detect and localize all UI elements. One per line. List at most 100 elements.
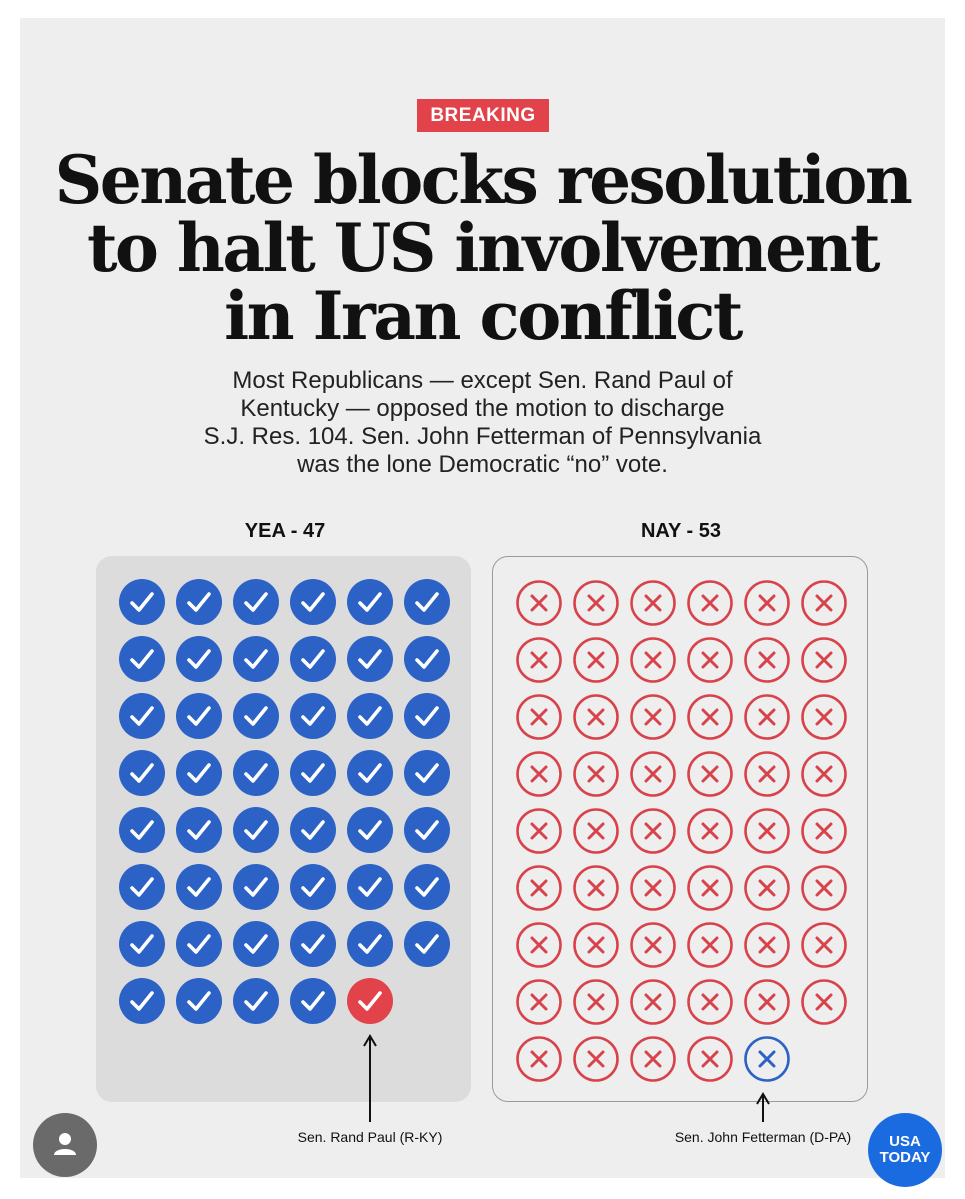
nay-vote (801, 580, 847, 626)
nay-vote (573, 922, 619, 968)
nay-vote (630, 808, 676, 854)
nay-vote (744, 808, 790, 854)
yea-vote (290, 579, 336, 625)
rand-paul-annotation: Sen. Rand Paul (R-KY) (297, 1129, 443, 1145)
profile-button[interactable] (33, 1113, 97, 1177)
yea-vote (176, 864, 222, 910)
yea-vote (347, 864, 393, 910)
yea-vote (176, 579, 222, 625)
nay-vote (801, 751, 847, 797)
yea-vote (119, 864, 165, 910)
nay-vote (630, 694, 676, 740)
yea-vote (404, 636, 450, 682)
yea-vote (233, 978, 279, 1024)
summary-line: Kentucky — opposed the motion to dischar… (240, 395, 725, 422)
yea-label: YEA - 47 (244, 520, 326, 542)
yea-vote (290, 807, 336, 853)
yea-vote (290, 693, 336, 739)
nay-vote (687, 694, 733, 740)
yea-vote (290, 636, 336, 682)
yea-vote (404, 579, 450, 625)
yea-vote (233, 636, 279, 682)
yea-vote (404, 693, 450, 739)
fetterman-arrow (756, 1092, 770, 1122)
yea-vote (119, 978, 165, 1024)
yea-vote (404, 864, 450, 910)
nay-vote-fetterman (744, 1036, 790, 1082)
nay-vote (744, 637, 790, 683)
nay-vote (573, 694, 619, 740)
nay-vote (573, 865, 619, 911)
nay-vote (630, 751, 676, 797)
yea-vote (233, 579, 279, 625)
nay-vote (630, 922, 676, 968)
nay-vote (516, 979, 562, 1025)
nay-vote (801, 922, 847, 968)
nay-vote (744, 865, 790, 911)
nay-vote (573, 751, 619, 797)
yea-vote (176, 636, 222, 682)
nay-vote (630, 580, 676, 626)
summary-line: Most Republicans — except Sen. Rand Paul… (232, 367, 733, 394)
nay-vote (516, 1036, 562, 1082)
yea-vote (290, 921, 336, 967)
yea-vote (233, 921, 279, 967)
summary-line: S.J. Res. 104. Sen. John Fetterman of Pe… (203, 423, 762, 450)
headline-line: Senate blocks resolution (54, 141, 913, 219)
nay-vote (630, 1036, 676, 1082)
nay-vote (744, 922, 790, 968)
yea-vote (119, 579, 165, 625)
nay-vote (801, 979, 847, 1025)
nay-panel (492, 556, 868, 1102)
nay-vote (573, 1036, 619, 1082)
nay-vote (516, 637, 562, 683)
nay-vote (630, 979, 676, 1025)
yea-vote (176, 978, 222, 1024)
nay-vote (573, 580, 619, 626)
usa-today-logo: USA TODAY (868, 1113, 942, 1187)
yea-vote (119, 921, 165, 967)
yea-vote (176, 921, 222, 967)
yea-vote (404, 750, 450, 796)
yea-vote (119, 693, 165, 739)
yea-vote (347, 807, 393, 853)
nay-vote (516, 751, 562, 797)
yea-vote (404, 807, 450, 853)
headline-line: in Iran conflict (224, 277, 743, 355)
nay-vote (630, 865, 676, 911)
yea-vote (347, 579, 393, 625)
nay-vote (687, 865, 733, 911)
nay-vote (630, 637, 676, 683)
yea-vote (290, 978, 336, 1024)
nay-vote (687, 751, 733, 797)
logo-line: USA (889, 1133, 921, 1150)
yea-panel (96, 556, 471, 1102)
nay-vote (744, 751, 790, 797)
yea-vote (290, 864, 336, 910)
nay-vote (744, 979, 790, 1025)
nay-label: NAY - 53 (640, 520, 722, 542)
nay-vote (516, 808, 562, 854)
yea-vote (119, 750, 165, 796)
yea-vote (347, 693, 393, 739)
nay-vote (801, 808, 847, 854)
fetterman-annotation: Sen. John Fetterman (D-PA) (674, 1129, 852, 1145)
summary-text: Most Republicans — except Sen. Rand Paul… (120, 367, 845, 479)
breaking-badge: BREAKING (417, 99, 549, 132)
yea-vote (119, 636, 165, 682)
person-icon (54, 1133, 76, 1155)
nay-vote (687, 979, 733, 1025)
yea-vote (233, 807, 279, 853)
nay-vote (516, 694, 562, 740)
summary-line: was the lone Democratic “no” vote. (297, 451, 668, 478)
nay-vote (744, 694, 790, 740)
nay-vote (573, 808, 619, 854)
rand-paul-arrow (363, 1034, 377, 1122)
headline: Senate blocks resolution to halt US invo… (40, 146, 925, 350)
nay-vote (687, 637, 733, 683)
nay-vote (516, 865, 562, 911)
yea-vote (233, 864, 279, 910)
yea-vote (176, 693, 222, 739)
nay-vote (516, 922, 562, 968)
nay-vote (687, 808, 733, 854)
